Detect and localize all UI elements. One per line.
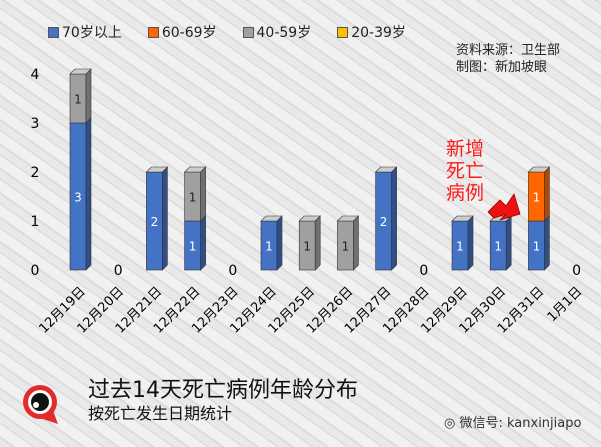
legend-swatch	[337, 26, 349, 38]
legend-label: 40-59岁	[256, 25, 312, 41]
legend-item: 70岁以上	[48, 22, 122, 42]
y-tick-label: 3	[31, 116, 40, 132]
legend-item: 60-69岁	[147, 22, 217, 42]
bar-side	[544, 166, 550, 222]
data-label: 2	[151, 215, 159, 229]
bar-top	[298, 215, 321, 222]
legend: 70岁以上 60-69岁 40-59岁 20-39岁	[48, 22, 406, 42]
bar-side	[505, 215, 512, 271]
data-label: 1	[494, 240, 502, 254]
legend-item: 40-59岁	[242, 22, 312, 42]
data-label: 1	[533, 240, 541, 254]
legend-swatch	[147, 26, 159, 38]
legend-label: 60-69岁	[161, 25, 217, 41]
source-text: 资料来源：卫生部	[456, 43, 561, 58]
zero-label: 0	[114, 263, 123, 279]
bar-top	[527, 166, 551, 173]
bar-top	[336, 215, 360, 222]
y-tick-label: 1	[31, 214, 40, 230]
data-label: 3	[74, 191, 82, 205]
bar-side	[391, 166, 397, 271]
wechat-text: 微信号: kanxinjiapo	[459, 416, 582, 431]
bar-top	[145, 166, 169, 173]
bar-side	[200, 215, 206, 271]
bar-top	[451, 215, 474, 222]
chart-title: 过去14天死亡病例年龄分布	[88, 378, 358, 403]
bar-top	[260, 215, 283, 222]
zero-label: 0	[572, 263, 581, 279]
x-tick-label: 1月1日	[545, 284, 586, 325]
legend-label: 70岁以上	[62, 25, 122, 41]
y-tick-label: 0	[31, 263, 40, 279]
bar-side	[314, 215, 321, 271]
legend-item: 20-39岁	[337, 22, 406, 42]
data-label: 1	[189, 240, 197, 254]
annotation: 新增死亡病例	[446, 138, 485, 204]
legend-swatch	[48, 26, 59, 38]
bar-side	[200, 166, 206, 222]
bar-side	[353, 215, 359, 271]
y-tick-label: 4	[31, 67, 40, 83]
bar-side	[276, 215, 283, 271]
data-label: 1	[303, 240, 311, 254]
wechat-id: ◎ 微信号: kanxinjiapo	[444, 416, 582, 431]
data-label: 2	[380, 215, 388, 229]
bar-top	[69, 68, 92, 75]
bar-side	[544, 215, 550, 271]
bar-top	[374, 166, 398, 173]
data-label: 1	[189, 191, 197, 205]
data-label: 1	[265, 240, 273, 254]
legend-swatch	[242, 26, 254, 38]
data-label: 1	[74, 93, 82, 107]
chart-subtitle: 按死亡发生日期统计	[88, 404, 233, 423]
data-label: 1	[456, 240, 464, 254]
zero-label: 0	[228, 263, 237, 279]
bar-side	[162, 166, 168, 271]
bar-side	[85, 68, 92, 124]
bar-side	[467, 215, 474, 271]
credit-text: 制图：新加坡眼	[456, 60, 548, 75]
bar-side	[85, 117, 92, 271]
data-label: 1	[342, 240, 350, 254]
bar-top	[183, 166, 207, 173]
y-tick-label: 2	[31, 165, 40, 181]
source-note: 资料来源：卫生部 制图：新加坡眼	[456, 42, 560, 76]
data-label: 1	[533, 191, 541, 205]
zero-label: 0	[419, 263, 428, 279]
legend-label: 20-39岁	[351, 25, 406, 41]
arrow-icon	[487, 193, 521, 221]
logo-icon	[23, 385, 58, 424]
